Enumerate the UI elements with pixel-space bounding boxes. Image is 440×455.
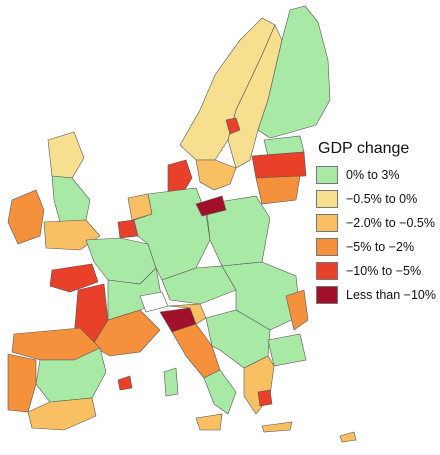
region-sicily [195,413,223,431]
region-spain-central [35,347,107,403]
legend-item: 0% to 3% [316,164,438,186]
region-finland [257,5,331,139]
region-italy-north [167,303,207,325]
region-ireland [7,189,45,245]
legend-label: −0.5% to 0% [346,192,418,206]
region-bulgaria [267,333,307,367]
region-romania-east [285,289,309,331]
region-portugal [7,353,37,413]
legend-swatch [316,190,338,208]
region-crete [261,421,293,433]
legend-item: −10% to −5% [316,260,438,282]
region-denmark [167,159,193,199]
legend-swatch [316,262,338,280]
region-italy-south [203,369,237,415]
region-balearic [117,375,133,391]
region-switzerland [139,291,169,313]
legend: GDP change 0% to 3% −0.5% to 0% −2.0% to −… [316,140,438,308]
legend-label: −10% to −5% [346,264,422,278]
legend-label: −5% to −2% [346,240,415,254]
legend-item: −5% to −2% [316,236,438,258]
region-spain-south [27,397,97,431]
legend-title: GDP change [318,140,410,157]
legend-label: 0% to 3% [346,168,400,182]
legend-swatch [316,214,338,232]
region-cyprus [339,431,357,443]
region-lithuania [255,175,301,205]
region-south-sweden [195,159,237,191]
legend-swatch [316,286,338,304]
legend-swatch [316,238,338,256]
region-attica [257,389,273,407]
region-poland-north [195,195,227,217]
legend-item: −2.0% to −0.5% [316,212,438,234]
region-stockholm [225,117,241,135]
region-sardinia [163,367,179,397]
region-scotland [47,131,85,179]
region-brittany [49,263,99,293]
legend-items: 0% to 3% −0.5% to 0% −2.0% to −0.5% −5% to … [316,164,438,306]
legend-label: −2.0% to −0.5% [346,216,435,230]
legend-swatch [316,166,338,184]
region-latvia [251,151,307,179]
region-england-north [51,175,91,223]
legend-label: Less than −10% [346,288,436,302]
legend-item: Less than −10% [316,284,438,306]
legend-item: −0.5% to 0% [316,188,438,210]
